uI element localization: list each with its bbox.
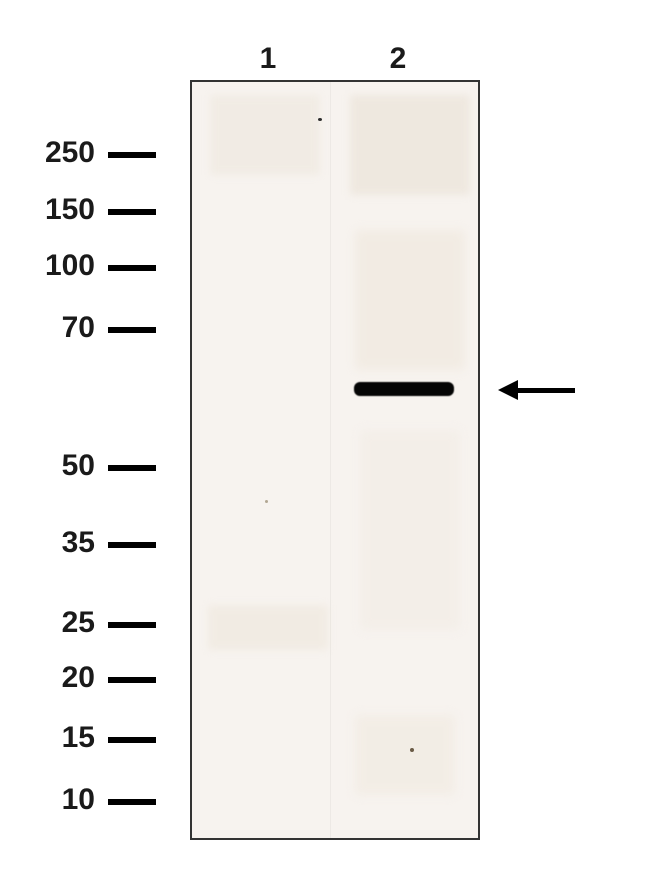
blot-speck: [410, 748, 414, 752]
mw-tick-10: [108, 799, 156, 805]
mw-label-50: 50: [62, 449, 95, 483]
mw-label-20: 20: [62, 661, 95, 695]
blot-speck: [318, 118, 322, 121]
mw-label-25: 25: [62, 606, 95, 640]
blot-smudge: [355, 715, 455, 795]
mw-tick-15: [108, 737, 156, 743]
mw-label-150: 150: [45, 193, 95, 227]
lane-divider: [330, 82, 331, 838]
mw-tick-20: [108, 677, 156, 683]
arrow-head-icon: [498, 380, 518, 400]
mw-label-70: 70: [62, 311, 95, 345]
signal-band-lane-2: [354, 382, 454, 396]
blot-smudge: [208, 605, 328, 650]
mw-tick-250: [108, 152, 156, 158]
mw-label-15: 15: [62, 721, 95, 755]
lane-label-1: 1: [248, 42, 288, 76]
blot-smudge: [360, 430, 460, 630]
blot-speck: [265, 500, 268, 503]
lane-label-2: 2: [378, 42, 418, 76]
arrow-shaft: [518, 388, 575, 393]
mw-tick-150: [108, 209, 156, 215]
mw-tick-100: [108, 265, 156, 271]
mw-label-10: 10: [62, 783, 95, 817]
mw-tick-25: [108, 622, 156, 628]
western-blot-figure: 1 2 250 150 100 70 50 35 25 20 15 10: [0, 0, 650, 870]
mw-label-100: 100: [45, 249, 95, 283]
blot-smudge: [210, 95, 320, 175]
mw-label-35: 35: [62, 526, 95, 560]
mw-tick-70: [108, 327, 156, 333]
blot-smudge: [350, 95, 470, 195]
mw-label-250: 250: [45, 136, 95, 170]
mw-tick-35: [108, 542, 156, 548]
blot-smudge: [355, 230, 465, 370]
mw-tick-50: [108, 465, 156, 471]
